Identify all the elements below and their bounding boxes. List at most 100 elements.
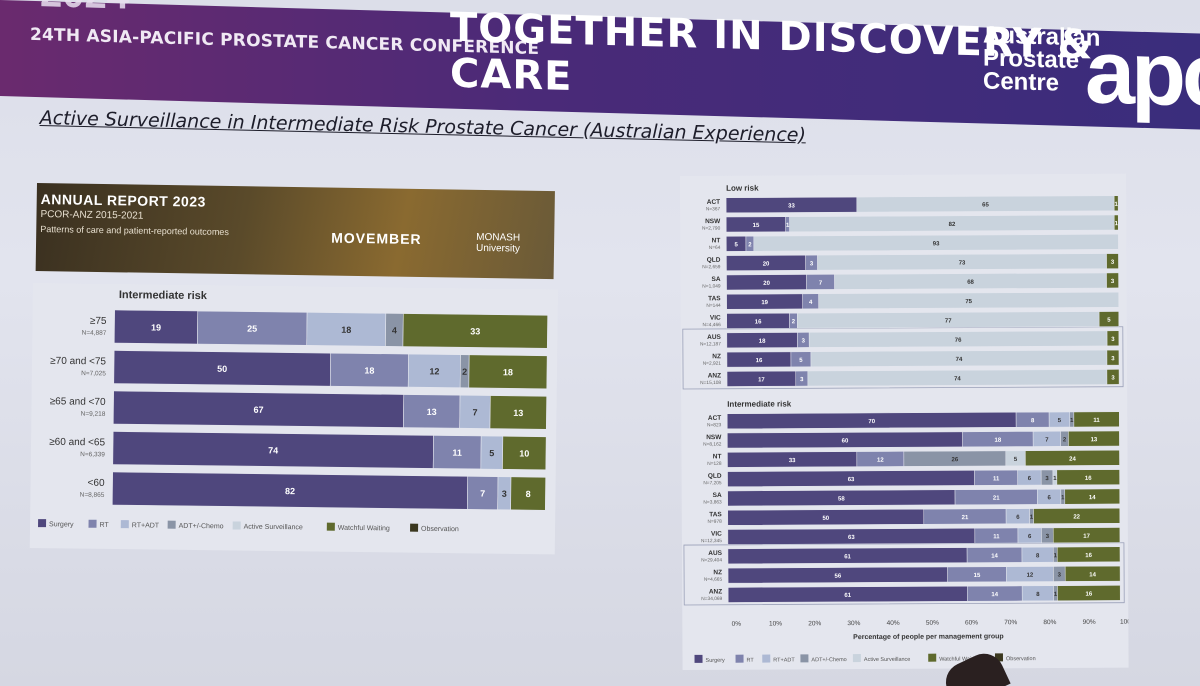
monash-logo: MONASH University	[475, 231, 521, 255]
legend-label-watchful-waiting: Watchful Waiting	[939, 656, 980, 662]
category-label: TAS	[708, 295, 721, 302]
category-n: N=128	[707, 461, 722, 467]
report-description: Patterns of care and patient-reported ou…	[40, 224, 229, 238]
category-n: N=2,659	[702, 264, 721, 270]
category-n: N=7,025	[81, 370, 106, 377]
bar-watchful-waiting	[1106, 349, 1120, 366]
summary-rows-box	[683, 542, 1125, 606]
data-label: 18	[503, 367, 513, 377]
data-label: 6	[1028, 534, 1032, 540]
data-label: 2	[748, 242, 752, 248]
category-label: ≥65 and <70	[50, 396, 106, 408]
data-label: 61	[844, 593, 851, 599]
legend-label-rt: RT	[747, 658, 755, 664]
movember-logo: MOVEMBER	[331, 229, 422, 248]
data-label: 1	[1061, 495, 1065, 501]
category-n: N=144	[706, 303, 721, 309]
bar-watchful-waiting	[1056, 469, 1120, 486]
data-label: 77	[945, 318, 952, 324]
bar-watchful-waiting	[402, 313, 548, 349]
category-n: N=9,218	[81, 411, 106, 418]
data-label: 70	[868, 419, 875, 425]
category-label: SA	[713, 492, 722, 499]
data-label: 93	[933, 241, 940, 247]
bar-watchful-waiting	[1106, 272, 1119, 289]
data-label: 15	[974, 573, 981, 579]
data-label: 5	[734, 242, 738, 248]
x-tick-label: 100%	[1120, 619, 1129, 626]
data-label: 3	[800, 377, 804, 383]
legend-label-rt-adt: RT+ADT	[132, 522, 160, 529]
data-label: 21	[993, 496, 1000, 502]
x-tick-label: 10%	[769, 620, 782, 627]
bar-watchful-waiting	[1113, 214, 1119, 231]
data-label: 7	[1045, 437, 1049, 443]
data-label: 11	[993, 534, 1000, 540]
data-label: 1	[1053, 476, 1057, 482]
data-label: 20	[763, 262, 770, 268]
data-label: 5	[489, 448, 494, 458]
data-label: 50	[822, 516, 829, 522]
legend-swatch-adt-chemo	[167, 520, 176, 529]
data-label: 1	[1115, 221, 1119, 227]
conference-year: 2024	[40, 0, 129, 19]
category-n: N=34,069	[701, 596, 722, 602]
category-label: QLD	[707, 257, 721, 264]
bar-watchful-waiting	[1064, 488, 1120, 505]
data-label: 1	[1114, 202, 1118, 208]
data-label: 7	[472, 407, 477, 417]
data-label: 22	[1073, 515, 1080, 521]
category-label: AUS	[708, 550, 722, 557]
data-label: 16	[1085, 592, 1092, 598]
bar-watchful-waiting	[468, 354, 548, 390]
category-n: N=15,108	[700, 380, 721, 386]
legend-swatch-adt-chemo	[800, 654, 809, 663]
category-n: N=4,466	[702, 322, 721, 328]
category-label: VIC	[711, 531, 722, 538]
data-label: 33	[789, 458, 796, 464]
category-n: N=12,187	[700, 341, 721, 347]
data-label: 2	[462, 367, 467, 377]
data-label: 3	[1111, 279, 1115, 285]
data-label: 68	[967, 280, 974, 286]
data-label: 8	[1036, 592, 1040, 598]
data-label: 12	[1027, 573, 1034, 579]
data-label: 8	[1036, 553, 1040, 559]
annual-report-banner: ANNUAL REPORT 2023 PCOR-ANZ 2015-2021 Pa…	[35, 183, 555, 280]
bar-watchful-waiting	[1056, 546, 1121, 563]
data-label: 18	[341, 325, 351, 335]
category-label: <60	[88, 478, 106, 489]
data-label: 58	[838, 496, 845, 502]
data-label: 3	[502, 489, 507, 499]
data-label: 5	[1014, 457, 1018, 463]
data-label: 25	[247, 324, 257, 334]
data-label: 63	[848, 535, 855, 541]
data-label: 13	[427, 407, 437, 417]
category-n: N=64	[709, 245, 721, 251]
data-label: 6	[1047, 495, 1051, 501]
data-label: 16	[1085, 553, 1092, 559]
data-label: 1	[1070, 418, 1074, 424]
bar-watchful-waiting	[510, 476, 546, 511]
x-tick-label: 0%	[732, 621, 742, 628]
x-tick-label: 80%	[1043, 619, 1056, 626]
data-label: 63	[848, 477, 855, 483]
bar-watchful-waiting	[1113, 195, 1119, 211]
data-label: 3	[1111, 337, 1115, 343]
bar-watchful-waiting	[1106, 330, 1120, 347]
age-group-chart: Intermediate risk ≥75 N=4,887 19 25 18 4 33 ≥70 …	[29, 283, 558, 555]
bar-watchful-waiting	[1106, 253, 1119, 269]
data-label: 3	[1058, 573, 1062, 579]
data-label: 3	[810, 261, 814, 267]
data-label: 14	[991, 554, 998, 560]
category-n: N=367	[706, 206, 721, 212]
legend-swatch-observation	[410, 523, 419, 532]
category-label: AUS	[707, 334, 721, 341]
data-label: 74	[268, 445, 278, 455]
legend-label-surgery: Surgery	[706, 658, 726, 664]
data-label: 3	[1046, 534, 1050, 540]
data-label: 7	[480, 488, 485, 498]
